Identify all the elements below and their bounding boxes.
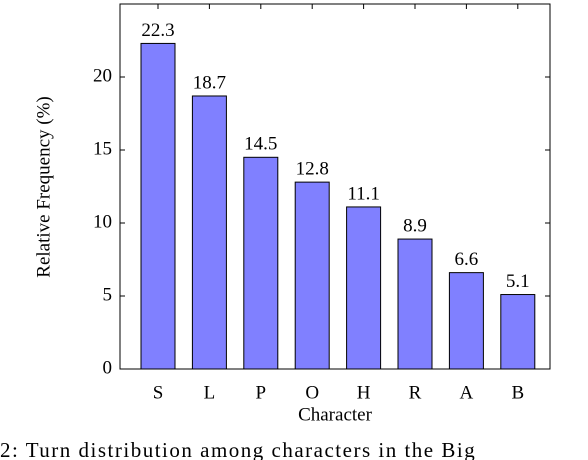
x-tick-label: O — [305, 382, 319, 403]
x-tick-label: H — [357, 382, 371, 403]
y-tick-label: 10 — [93, 211, 112, 232]
y-tick-label: 0 — [103, 357, 113, 378]
caption: 2: Turn distribution among characters in… — [0, 438, 476, 460]
bar — [397, 238, 433, 370]
plot-frame — [119, 3, 551, 370]
data-label: 22.3 — [141, 20, 174, 41]
x-axis-label: Character — [298, 404, 373, 425]
x-tick-label: B — [511, 382, 524, 403]
y-tick-label: 20 — [93, 65, 112, 86]
bar — [294, 181, 330, 370]
y-tick-label: 5 — [103, 284, 113, 305]
y-axis-label: Relative Frequency (%) — [33, 96, 54, 277]
bar — [140, 42, 176, 370]
data-label: 6.6 — [455, 249, 479, 270]
bar — [500, 294, 536, 370]
bar — [448, 272, 484, 370]
x-tick-label: R — [409, 382, 422, 403]
bar — [243, 156, 279, 370]
data-label: 8.9 — [403, 215, 427, 236]
data-label: 5.1 — [506, 271, 530, 292]
x-tick-label: L — [204, 382, 216, 403]
x-tick-label: A — [460, 382, 474, 403]
data-label: 14.5 — [244, 134, 277, 155]
data-label: 18.7 — [193, 72, 226, 93]
x-tick-label: S — [153, 382, 164, 403]
y-tick-label: 15 — [93, 138, 112, 159]
x-tick-label: P — [256, 382, 267, 403]
data-label: 12.8 — [296, 158, 329, 179]
bar — [346, 206, 382, 370]
bar — [191, 95, 227, 370]
data-label: 11.1 — [347, 183, 380, 204]
